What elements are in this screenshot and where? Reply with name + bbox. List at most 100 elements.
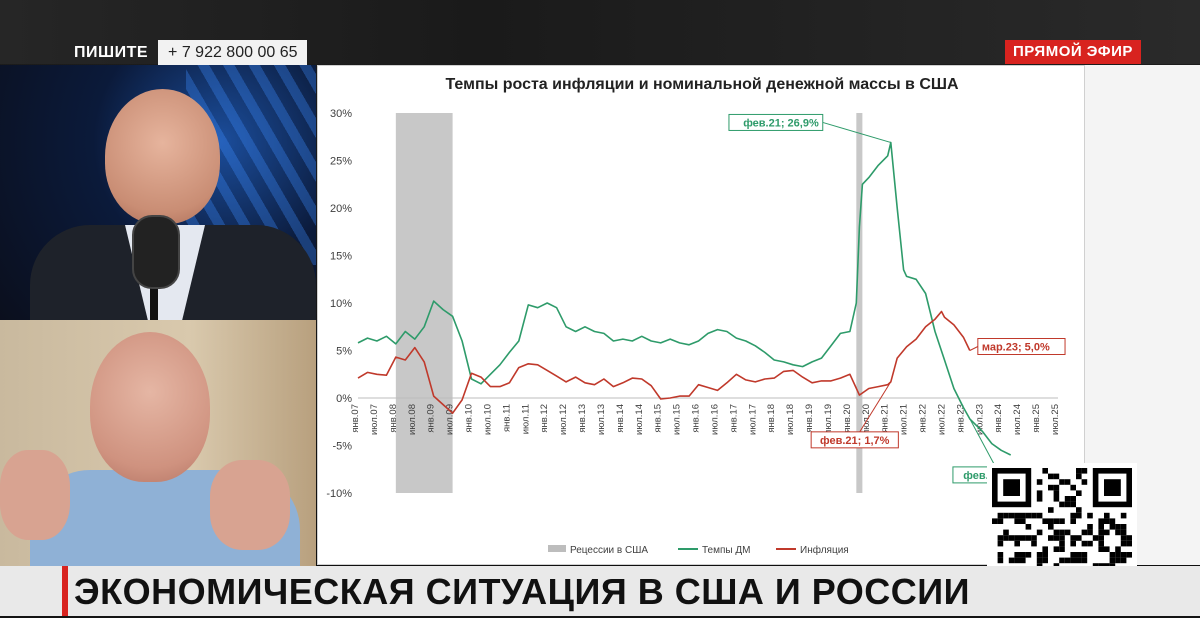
qr-module — [1076, 512, 1082, 519]
x-tick-label: июл.09 — [445, 404, 456, 435]
x-tick-label: июл.25 — [1050, 404, 1061, 435]
y-tick-label: -5% — [332, 441, 352, 453]
qr-module — [1120, 540, 1127, 547]
qr-module — [1059, 540, 1065, 547]
qr-module — [997, 552, 1004, 558]
chart-title: Темпы роста инфляции и номинальной денеж… — [445, 76, 959, 93]
x-tick-label: июл.19 — [823, 404, 834, 435]
guest-video — [0, 320, 316, 570]
x-tick-label: янв.13 — [577, 404, 588, 433]
annotation-box — [977, 338, 1066, 355]
qr-module — [1053, 473, 1060, 480]
qr-module — [1053, 546, 1060, 552]
qr-module — [1076, 552, 1082, 558]
x-tick-label: июл.18 — [785, 404, 796, 435]
call-label: ПИШИТЕ — [74, 43, 149, 61]
qr-module — [1064, 529, 1071, 536]
annotation-label: фев.21; 26,9% — [743, 117, 819, 129]
qr-module — [1053, 529, 1060, 536]
qr-module — [1098, 529, 1104, 536]
qr-module — [1070, 557, 1076, 564]
chart-panel: Темпы роста инфляции и номинальной денеж… — [317, 65, 1085, 565]
qr-module — [1064, 557, 1071, 564]
qr-module — [1003, 529, 1009, 536]
qr-module — [1025, 535, 1032, 541]
qr-module — [1042, 546, 1048, 552]
qr-module — [1042, 518, 1048, 524]
x-tick-label: июл.08 — [407, 404, 418, 435]
qr-module — [1014, 512, 1020, 519]
guest-face — [90, 332, 210, 482]
qr-module — [1087, 529, 1093, 536]
phone-number: + 7 922 800 00 65 — [158, 40, 308, 65]
qr-module — [997, 535, 1004, 541]
lower-third — [0, 566, 1200, 616]
qr-module — [1098, 524, 1104, 530]
qr-module — [1115, 524, 1121, 530]
qr-module — [1087, 540, 1093, 547]
qr-module — [1070, 484, 1076, 491]
qr-module — [1025, 524, 1032, 530]
annotation-box — [810, 431, 899, 449]
qr-module — [1120, 529, 1127, 536]
qr-module — [1036, 512, 1043, 519]
x-tick-label: янв.23 — [955, 404, 966, 433]
x-tick-label: июл.23 — [974, 404, 985, 435]
qr-module — [1053, 518, 1060, 524]
qr-module — [1053, 535, 1060, 541]
qr-module — [1053, 496, 1060, 502]
legend-label: Темпы ДМ — [702, 545, 750, 556]
qr-module — [1098, 546, 1104, 552]
qr-module — [1081, 540, 1088, 547]
series-line-inflation — [357, 310, 971, 414]
x-tick-label: янв.12 — [539, 404, 550, 433]
qr-module — [1081, 552, 1088, 558]
qr-module — [1120, 512, 1127, 519]
qr-module — [1048, 473, 1054, 480]
annotation-leader — [969, 346, 979, 351]
qr-module — [1115, 557, 1121, 564]
qr-module — [1104, 512, 1110, 519]
y-tick-label: 10% — [330, 298, 352, 310]
qr-module — [1059, 529, 1065, 536]
qr-module — [1020, 512, 1026, 519]
qr-module — [1081, 479, 1088, 485]
qr-module — [1076, 507, 1082, 513]
qr-module — [1059, 546, 1065, 552]
qr-module — [1042, 468, 1048, 474]
qr-module — [1020, 552, 1026, 558]
qr-module — [1098, 535, 1104, 541]
annotation-leader — [854, 381, 892, 441]
qr-module — [1126, 540, 1132, 547]
y-tick-label: 15% — [330, 251, 352, 263]
x-tick-label: янв.17 — [728, 404, 739, 433]
qr-module — [1087, 512, 1093, 519]
host-face — [105, 89, 220, 224]
x-tick-label: июл.16 — [709, 404, 720, 435]
qr-module — [1031, 512, 1037, 519]
qr-module — [1076, 468, 1082, 474]
x-tick-label: июл.20 — [861, 404, 872, 435]
qr-module — [1036, 529, 1043, 536]
x-tick-label: июл.11 — [520, 404, 531, 434]
qr-module — [1031, 540, 1037, 547]
qr-module — [1036, 557, 1043, 564]
qr-module — [1048, 535, 1054, 541]
qr-module — [1048, 524, 1054, 530]
x-tick-label: янв.15 — [653, 404, 664, 433]
x-tick-label: янв.14 — [615, 404, 626, 433]
legend-label: Инфляция — [800, 544, 849, 556]
qr-module — [1076, 490, 1082, 496]
qr-module — [1014, 557, 1020, 564]
x-tick-label: июл.15 — [672, 404, 683, 435]
qr-module — [1109, 524, 1116, 530]
y-tick-label: 0% — [336, 393, 352, 405]
qr-module — [1025, 512, 1032, 519]
qr-module — [1120, 524, 1127, 530]
qr-module — [1070, 540, 1076, 547]
annotation-box — [728, 113, 824, 131]
x-tick-label: июл.13 — [596, 404, 607, 435]
qr-module — [1092, 535, 1099, 541]
host-video — [0, 65, 316, 320]
qr-module — [1109, 552, 1116, 558]
